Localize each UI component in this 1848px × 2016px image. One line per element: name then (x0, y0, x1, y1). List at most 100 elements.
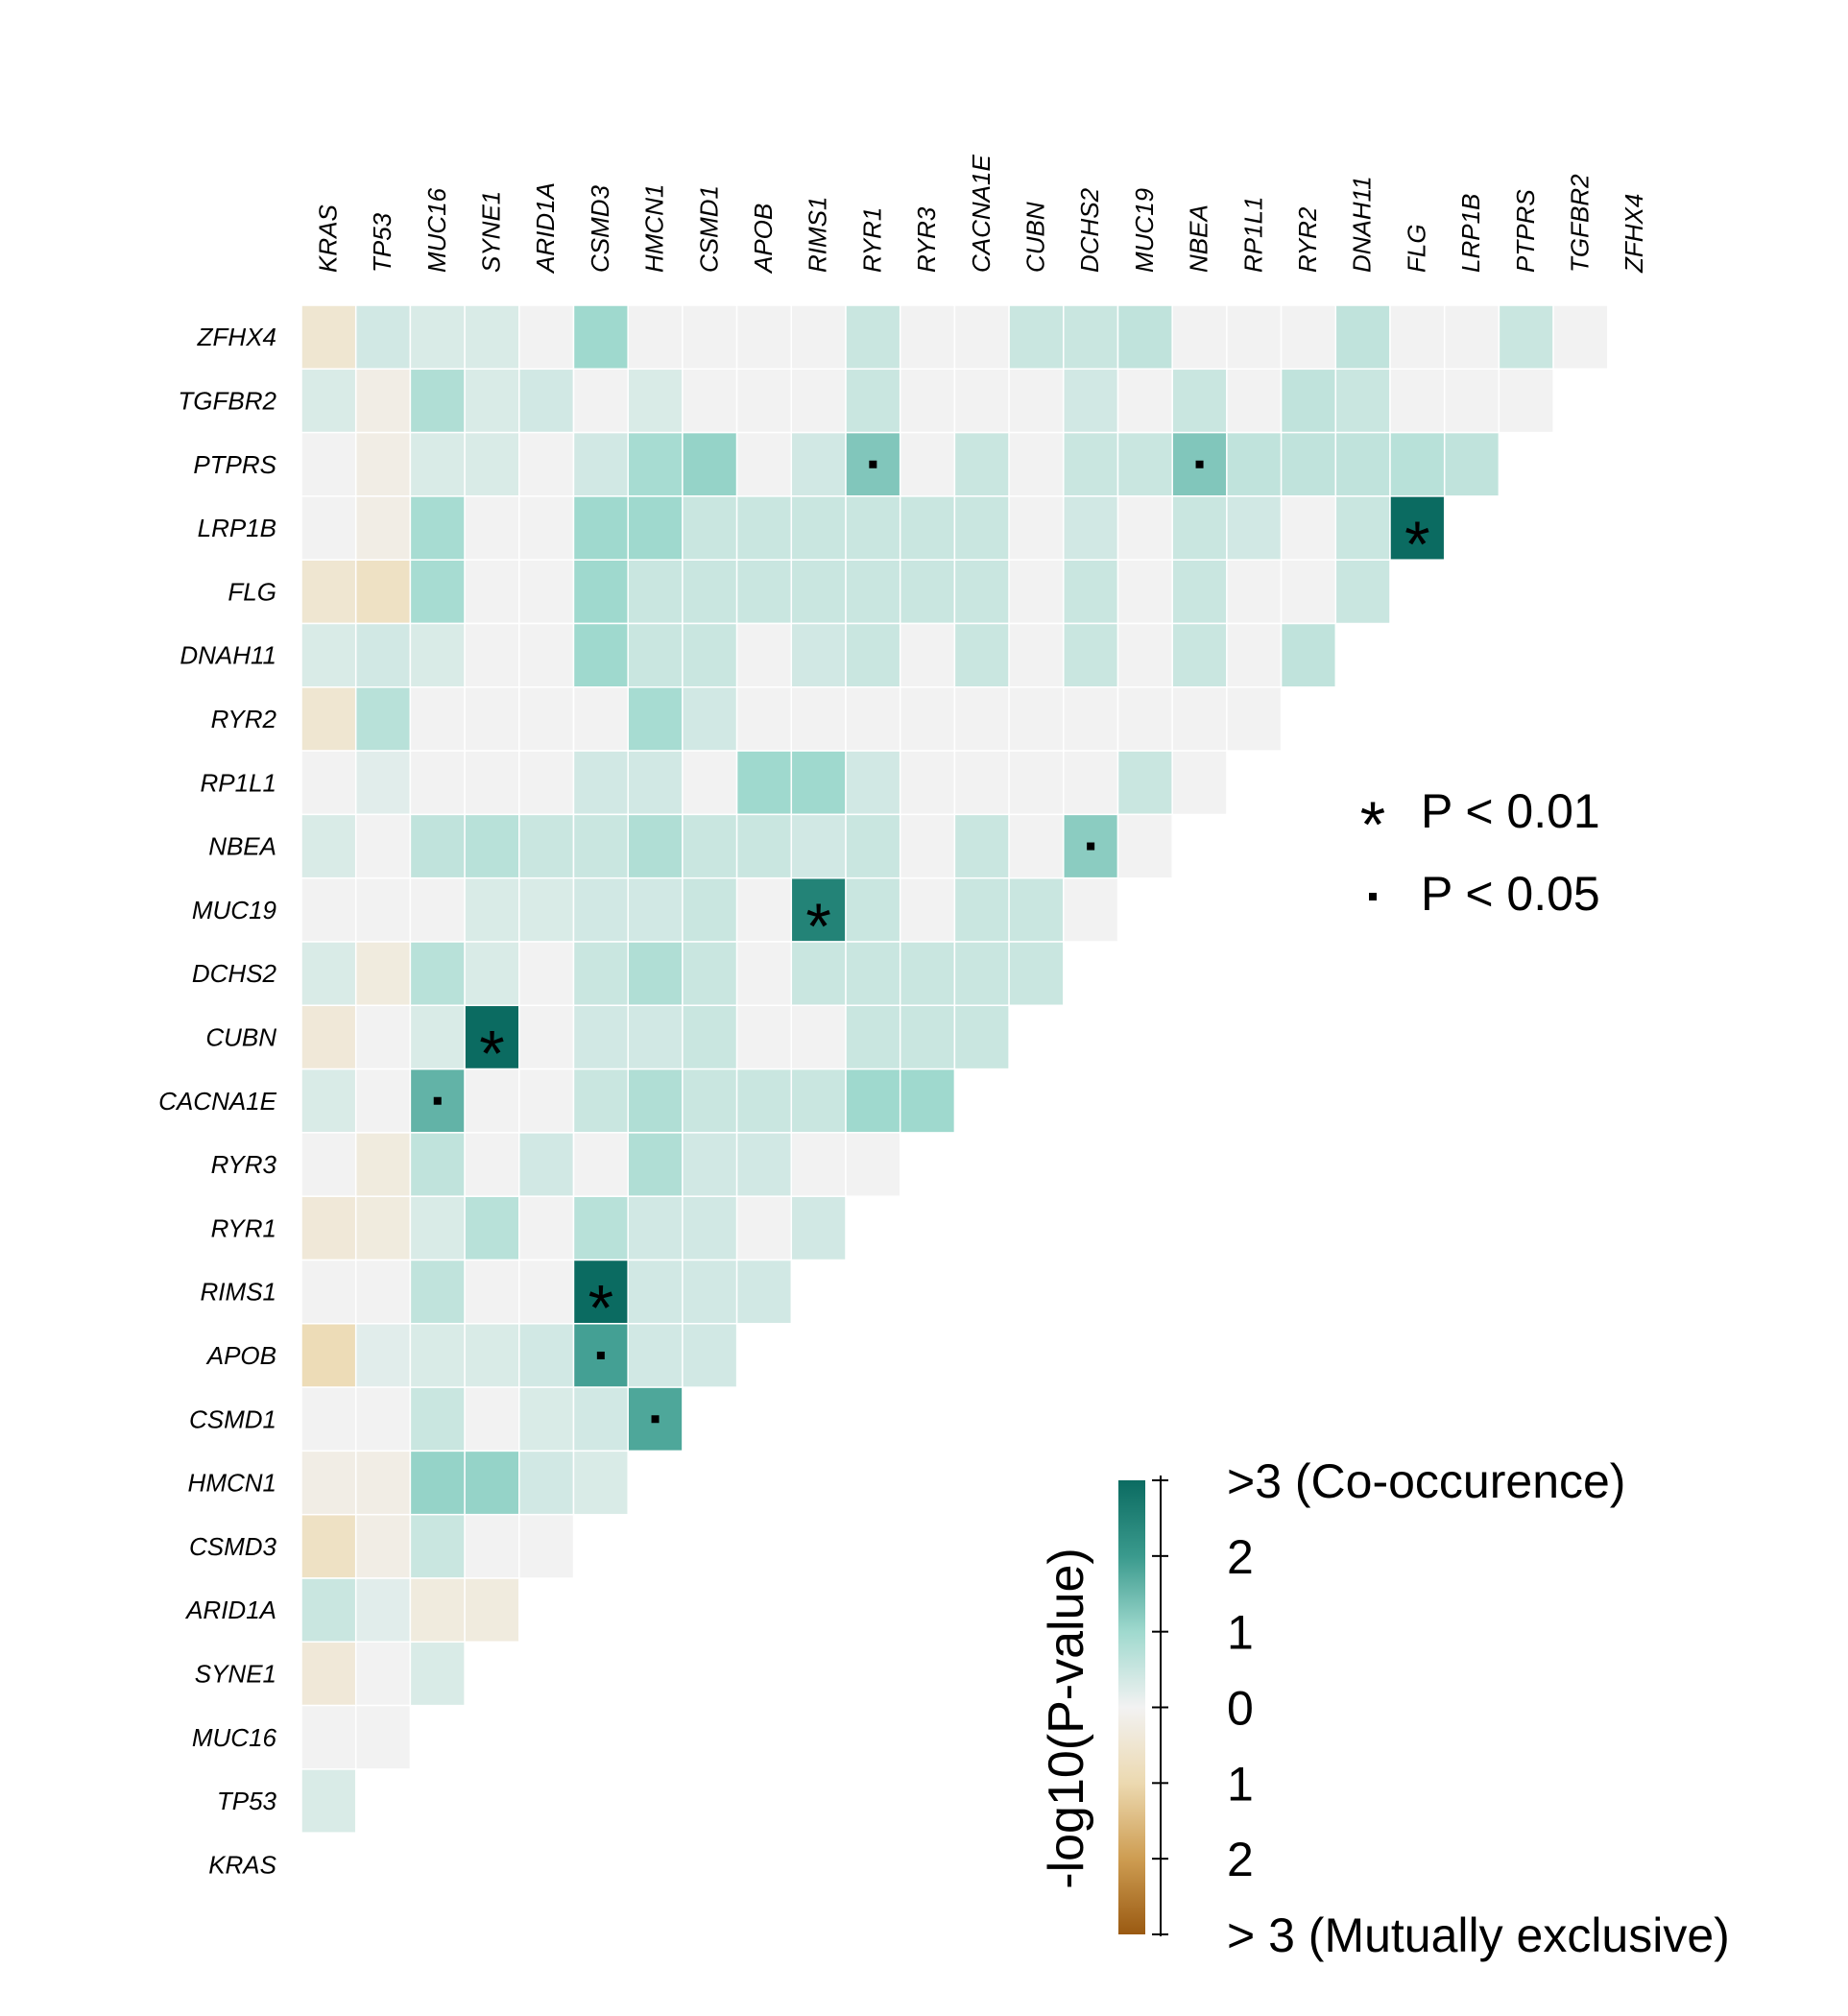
cell-zfhx4-ryr3 (899, 304, 956, 371)
cell-dnah11-kras (300, 622, 357, 688)
cell-ptprs-syne1 (464, 431, 520, 497)
column-label-ryr3: RYR3 (912, 206, 941, 273)
cell-lrp1b-flg (1389, 495, 1446, 561)
cell-ryr2-cacna1e (953, 686, 1010, 752)
cell-ryr1-tp53 (354, 1195, 412, 1261)
cell-hmcn1-kras (300, 1450, 357, 1516)
cell-csmd3-muc16 (409, 1513, 466, 1579)
cell-rims1-csmd1 (682, 1259, 738, 1325)
cell-zfhx4-csmd1 (682, 304, 738, 371)
dot-mark (1087, 842, 1095, 851)
cell-csmd1-kras (300, 1386, 357, 1452)
cell-ptprs-apob (735, 431, 793, 497)
cell-ryr3-ryr1 (845, 1132, 901, 1197)
cell-rp1l1-kras (300, 750, 357, 816)
cell-ryr1-apob (735, 1195, 793, 1261)
cell-rp1l1-hmcn1 (627, 750, 684, 816)
row-label-ryr3: RYR3 (211, 1150, 277, 1179)
cell-apob-arid1a (518, 1323, 575, 1388)
cell-ryr3-kras (300, 1132, 357, 1197)
cell-dchs2-syne1 (464, 941, 520, 1007)
cell-muc19-muc16 (409, 876, 466, 943)
cell-nbea-tp53 (354, 813, 412, 879)
cell-tgfbr2-rp1l1 (1226, 368, 1283, 434)
cell-flg-dnah11 (1334, 559, 1391, 625)
cell-zfhx4-cubn (1008, 304, 1065, 371)
cell-ptprs-muc16 (409, 431, 466, 497)
cell-dnah11-hmcn1 (627, 622, 684, 688)
row-label-flg: FLG (228, 577, 276, 606)
cell-muc19-dchs2 (1063, 876, 1119, 943)
cell-ryr2-nbea (1171, 686, 1228, 752)
cell-ptprs-cubn (1008, 431, 1065, 497)
cell-ryr2-apob (735, 686, 793, 752)
cell-nbea-dchs2 (1063, 813, 1119, 879)
cell-lrp1b-arid1a (518, 495, 575, 561)
cell-cubn-arid1a (518, 1004, 575, 1070)
cell-tgfbr2-ryr1 (845, 368, 901, 434)
cell-muc19-apob (735, 876, 793, 943)
cell-ryr2-muc16 (409, 686, 466, 752)
cell-lrp1b-ryr2 (1280, 495, 1337, 561)
cell-dnah11-rp1l1 (1226, 622, 1283, 688)
cell-rims1-tp53 (354, 1259, 412, 1325)
cell-flg-csmd3 (572, 559, 629, 625)
cell-ryr2-cubn (1008, 686, 1065, 752)
cell-dchs2-ryr1 (845, 941, 901, 1007)
cell-dchs2-csmd1 (682, 941, 738, 1007)
cell-flg-arid1a (518, 559, 575, 625)
cell-ptprs-rims1 (790, 431, 847, 497)
cell-muc19-cacna1e (953, 876, 1010, 943)
cell-cubn-csmd1 (682, 1004, 738, 1070)
cell-zfhx4-arid1a (518, 304, 575, 371)
cell-rims1-csmd3 (572, 1259, 629, 1325)
cell-ryr2-csmd3 (572, 686, 629, 752)
cell-nbea-arid1a (518, 813, 575, 879)
column-label-dnah11: DNAH11 (1348, 176, 1377, 273)
cell-flg-ryr2 (1280, 559, 1337, 625)
cell-ryr1-csmd3 (572, 1195, 629, 1261)
cell-tgfbr2-ptprs (1498, 368, 1554, 434)
star-mark: * (1404, 508, 1429, 581)
row-label-rims1: RIMS1 (201, 1278, 276, 1307)
cell-muc19-syne1 (464, 876, 520, 943)
cell-rp1l1-muc19 (1116, 750, 1173, 816)
cell-nbea-muc19 (1116, 813, 1173, 879)
cell-lrp1b-csmd1 (682, 495, 738, 561)
cell-cacna1e-arid1a (518, 1068, 575, 1134)
cell-rp1l1-dchs2 (1063, 750, 1119, 816)
cell-cacna1e-csmd3 (572, 1068, 629, 1134)
cell-rp1l1-syne1 (464, 750, 520, 816)
star-mark: * (805, 890, 830, 963)
cell-cubn-kras (300, 1004, 357, 1070)
colorbar-tick-label: > 3 (Mutually exclusive) (1227, 1908, 1730, 1962)
column-label-ptprs: PTPRS (1511, 189, 1540, 273)
cell-zfhx4-dnah11 (1334, 304, 1391, 371)
row-label-apob: APOB (205, 1341, 276, 1370)
cell-flg-csmd1 (682, 559, 738, 625)
cell-apob-syne1 (464, 1323, 520, 1388)
cell-syne1-tp53 (354, 1641, 412, 1707)
cell-apob-hmcn1 (627, 1323, 684, 1388)
cell-ryr1-arid1a (518, 1195, 575, 1261)
row-label-ptprs: PTPRS (193, 450, 276, 479)
cell-cacna1e-csmd1 (682, 1068, 738, 1134)
column-label-ryr1: RYR1 (857, 207, 886, 273)
cell-tgfbr2-arid1a (518, 368, 575, 434)
cell-tgfbr2-csmd3 (572, 368, 629, 434)
column-label-arid1a: ARID1A (531, 182, 560, 275)
cell-rims1-arid1a (518, 1259, 575, 1325)
cell-tgfbr2-muc16 (409, 368, 466, 434)
cell-tgfbr2-nbea (1171, 368, 1228, 434)
colorbar-ticks: >3 (Co-occurence) 2 1 0 1 2 > 3 (Mutually excl… (1152, 1454, 1730, 1962)
cell-tgfbr2-cacna1e (953, 368, 1010, 434)
cell-lrp1b-syne1 (464, 495, 520, 561)
cell-ptprs-muc19 (1116, 431, 1173, 497)
cell-ptprs-ryr2 (1280, 431, 1337, 497)
cell-ryr3-muc16 (409, 1132, 466, 1197)
cell-dchs2-cubn (1008, 941, 1065, 1007)
cell-lrp1b-cacna1e (953, 495, 1010, 561)
cell-ryr2-dchs2 (1063, 686, 1119, 752)
cell-ptprs-dchs2 (1063, 431, 1119, 497)
cell-flg-muc16 (409, 559, 466, 625)
